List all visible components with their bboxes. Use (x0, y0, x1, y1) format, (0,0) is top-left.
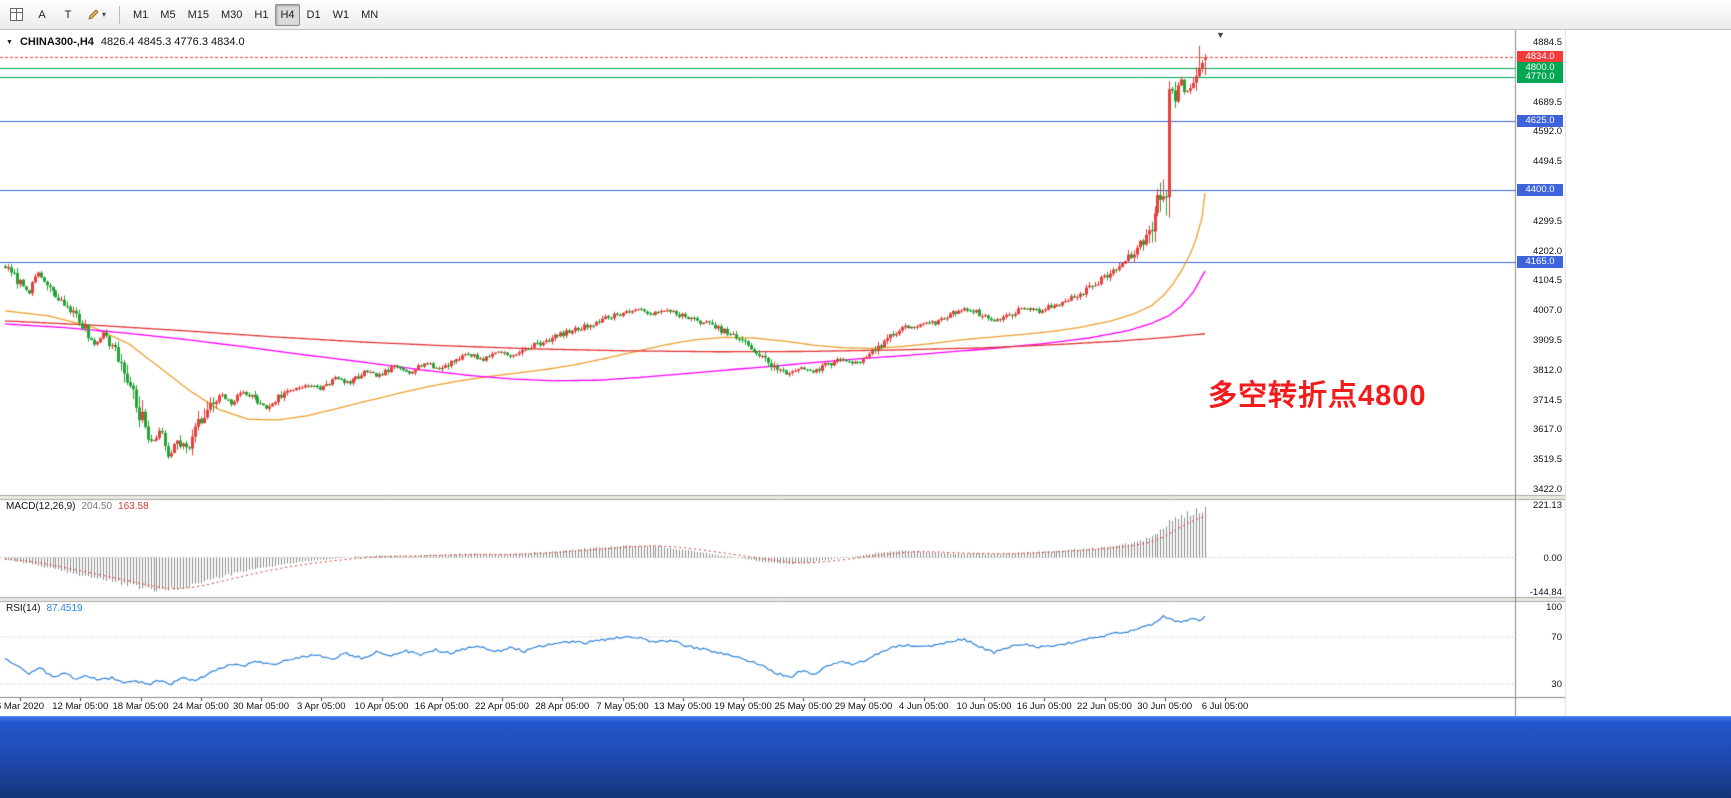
time-axis-label: 30 Jun 05:00 (1137, 701, 1193, 712)
macd-main-value: 204.50 (81, 501, 113, 512)
rsi-panel-splitter[interactable] (0, 597, 1565, 602)
text-tool-button[interactable]: T (64, 8, 72, 21)
price-axis-label: 3909.5 (1532, 334, 1562, 346)
price-axis-label: 3422.0 (1532, 483, 1562, 495)
time-axis-label: 28 Apr 05:00 (535, 701, 590, 712)
macd-panel-splitter[interactable] (0, 495, 1565, 500)
time-axis-label: 16 Jun 05:00 (1016, 701, 1072, 712)
bid-price-badge: 4834.0 (1517, 51, 1563, 64)
toolbar: A T ▾ M1 M5 M15 M30 H1 H4 D1 W1 MN (0, 0, 1731, 30)
time-axis-label: 29 May 05:00 (834, 701, 893, 712)
text-label-tool-button[interactable]: A (38, 8, 46, 21)
time-axis-label: 6 Mar 2020 (0, 701, 45, 712)
chart-dropdown-icon[interactable]: ▼ (6, 38, 13, 46)
drawing-tools-dropdown[interactable]: ▾ (82, 4, 111, 26)
rsi-axis-label: 100 (1546, 602, 1562, 613)
hline-4770-badge: 4770.0 (1517, 70, 1563, 83)
rsi-name: RSI(14) (6, 603, 41, 614)
price-axis-label: 4299.5 (1532, 215, 1562, 227)
ohlc-values: 4826.4 4845.3 4776.3 4834.0 (100, 36, 245, 48)
grid-icon (9, 8, 23, 21)
timeframe-w1[interactable]: W1 (332, 8, 350, 21)
time-axis-label: 19 May 05:00 (714, 701, 772, 712)
timeframe-m30[interactable]: M30 (220, 8, 243, 21)
pencil-icon (88, 9, 99, 20)
timeframe-d1[interactable]: D1 (306, 8, 321, 21)
chevron-down-icon: ▾ (102, 10, 107, 19)
time-axis-label: 30 Mar 05:00 (233, 701, 289, 712)
price-axis-label: 3519.5 (1532, 454, 1562, 466)
chart-title: ▼ CHINA300-,H4 4826.4 4845.3 4776.3 4834… (6, 36, 245, 48)
time-axis-label: 22 Apr 05:00 (475, 701, 529, 712)
timeframe-mn[interactable]: MN (361, 8, 379, 21)
rsi-axis-label: 30 (1551, 678, 1562, 690)
macd-axis-label: 0.00 (1543, 552, 1563, 564)
macd-signal-value: 163.58 (118, 501, 149, 512)
macd-indicator-label: MACD(12,26,9) 204.50 163.58 (6, 501, 149, 512)
time-axis-label: 3 Apr 05:00 (296, 701, 346, 712)
time-axis-label: 18 Mar 05:00 (112, 701, 169, 712)
symbol-period-label: CHINA300-,H4 (19, 36, 94, 48)
macd-axis-label: 221.13 (1532, 499, 1562, 511)
hline-4165-badge: 4165.0 (1517, 255, 1563, 268)
chart-text-annotation: 多空转折点4800 (1208, 380, 1427, 412)
rsi-value: 87.4519 (46, 603, 83, 614)
chart-shift-marker[interactable]: ▼ (1216, 30, 1225, 40)
price-axis-label: 4202.0 (1532, 245, 1562, 257)
timeframe-m15[interactable]: M15 (187, 8, 209, 21)
price-axis-label: 4104.5 (1532, 275, 1562, 287)
rsi-indicator-label: RSI(14) 87.4519 (6, 603, 83, 614)
price-axis-label: 4884.5 (1532, 37, 1562, 48)
time-axis-label: 7 May 05:00 (596, 701, 649, 712)
charts-grid-icon[interactable] (4, 4, 28, 26)
time-axis-label: 16 Apr 05:00 (414, 701, 469, 712)
time-axis-label: 4 Jun 05:00 (898, 701, 949, 712)
time-axis-label: 12 Mar 05:00 (52, 701, 109, 712)
taskbar[interactable] (0, 716, 1731, 798)
hline-4800-badge: 4800.0 (1517, 61, 1563, 74)
price-axis-label: 3714.5 (1532, 394, 1562, 406)
timeframe-h4[interactable]: H4 (275, 3, 300, 26)
time-axis-label: 6 Jul 05:00 (1201, 701, 1249, 712)
macd-axis-label: -144.84 (1529, 586, 1562, 598)
price-axis-label: 4494.5 (1532, 156, 1562, 168)
toolbar-separator (119, 5, 121, 24)
timeframe-m1[interactable]: M1 (133, 8, 149, 21)
timeframe-m5[interactable]: M5 (160, 8, 176, 21)
price-axis-label: 4689.5 (1532, 96, 1562, 108)
hline-4625-badge: 4625.0 (1517, 115, 1563, 128)
price-axis-label: 4592.0 (1532, 126, 1562, 138)
timeframe-h1[interactable]: H1 (254, 8, 269, 21)
time-axis-label: 13 May 05:00 (653, 701, 712, 712)
time-axis-label: 10 Jun 05:00 (956, 701, 1012, 712)
macd-name: MACD(12,26,9) (6, 501, 76, 512)
time-axis-label: 22 Jun 05:00 (1077, 701, 1132, 712)
price-axis-label: 4007.0 (1532, 305, 1562, 317)
time-axis-label: 10 Apr 05:00 (354, 701, 409, 712)
time-axis-label: 24 Mar 05:00 (172, 701, 229, 712)
rsi-axis-label: 70 (1551, 632, 1562, 643)
time-axis-label: 25 May 05:00 (774, 701, 833, 712)
price-axis-label: 3812.0 (1532, 364, 1562, 376)
price-axis-label: 3617.0 (1532, 424, 1562, 436)
hline-4400-badge: 4400.0 (1517, 184, 1563, 197)
